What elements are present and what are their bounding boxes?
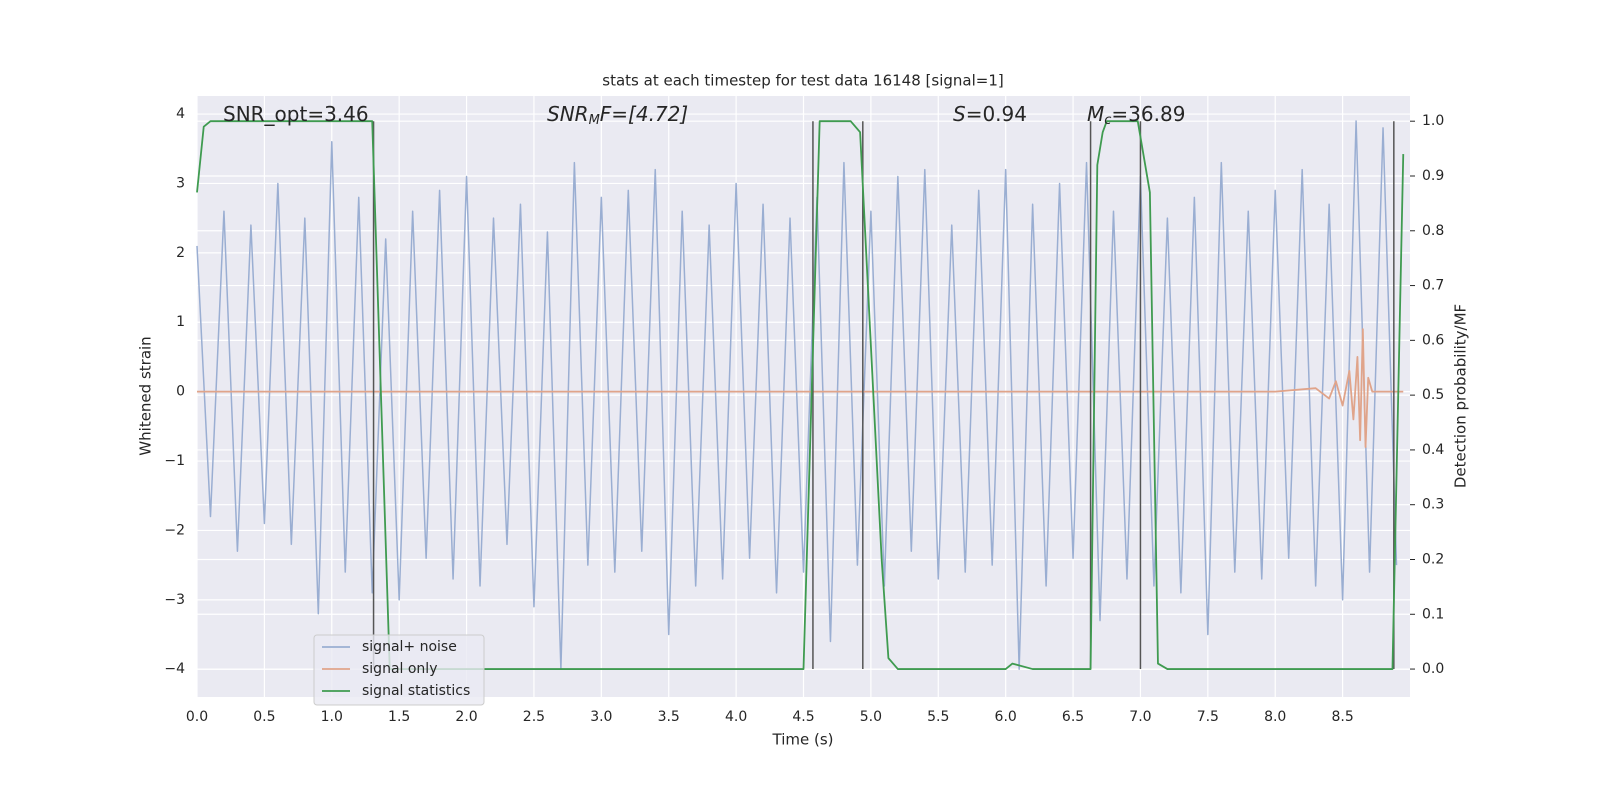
x-tick-label: 0.0 (186, 709, 208, 725)
x-tick-label: 7.5 (1197, 709, 1219, 725)
x-tick-label: 8.0 (1264, 709, 1286, 725)
y-tick-label: −2 (164, 522, 185, 538)
x-tick-label: 5.0 (860, 709, 882, 725)
y2-tick-label: 1.0 (1422, 113, 1444, 129)
x-tick-label: 5.5 (927, 709, 949, 725)
x-tick-label: 0.5 (253, 709, 275, 725)
y2-tick-label: 0.6 (1422, 332, 1444, 348)
y2-tick-label: 0.7 (1422, 278, 1444, 294)
y2-tick-label: 0.2 (1422, 551, 1444, 567)
annotation: S=0.94 (953, 102, 1027, 126)
x-tick-label: 8.5 (1331, 709, 1353, 725)
x-tick-label: 2.0 (455, 709, 477, 725)
y-tick-label: −1 (164, 453, 185, 469)
y-tick-label: 2 (176, 245, 185, 261)
x-axis-label: Time (s) (772, 731, 834, 749)
x-tick-label: 4.0 (725, 709, 747, 725)
y2-axis-label: Detection probability/MF (1452, 304, 1470, 488)
x-tick-label: 2.5 (523, 709, 545, 725)
annotation: SNR_opt=3.46 (223, 102, 369, 126)
annotation: Mc=36.89 (1087, 102, 1185, 128)
y2-tick-label: 0.9 (1422, 168, 1444, 184)
y2-tick-label: 0.0 (1422, 661, 1444, 677)
x-tick-label: 4.5 (792, 709, 814, 725)
legend-label: signal+ noise (362, 639, 457, 655)
y-tick-label: 3 (176, 175, 185, 191)
y2-tick-label: 0.4 (1422, 442, 1444, 458)
x-tick-label: 6.0 (995, 709, 1017, 725)
x-tick-label: 6.5 (1062, 709, 1084, 725)
series-line (196, 120, 1398, 670)
y-tick-label: −4 (164, 661, 185, 677)
y-tick-label: 4 (176, 106, 185, 122)
x-tick-label: 1.0 (321, 709, 343, 725)
y-axis-label: Whitened strain (137, 336, 155, 455)
y2-tick-label: 0.3 (1422, 497, 1444, 513)
x-tick-label: 1.5 (388, 709, 410, 725)
annotations: SNR_opt=3.46 SNRMF=[4.72] S=0.94 Mc=36.8… (223, 102, 1185, 128)
y-tick-label: 0 (176, 384, 185, 400)
y2-tick-label: 0.5 (1422, 387, 1444, 403)
annotation: SNRMF=[4.72] (547, 102, 688, 128)
series-line (197, 328, 1404, 449)
legend: signal+ noise signal only signal statistic… (313, 634, 485, 706)
x-tick-label: 3.0 (590, 709, 612, 725)
chart-title: stats at each timestep for test data 161… (602, 72, 1003, 90)
legend-label: signal statistics (362, 683, 470, 699)
x-tick-label: 7.0 (1129, 709, 1151, 725)
legend-box (313, 634, 485, 706)
y2-tick-label: 0.8 (1422, 223, 1444, 239)
x-tick-label: 3.5 (658, 709, 680, 725)
legend-label: signal only (362, 661, 437, 677)
y-tick-label: 1 (176, 314, 185, 330)
y2-tick-label: 0.1 (1422, 606, 1444, 622)
y-tick-label: −3 (164, 592, 185, 608)
